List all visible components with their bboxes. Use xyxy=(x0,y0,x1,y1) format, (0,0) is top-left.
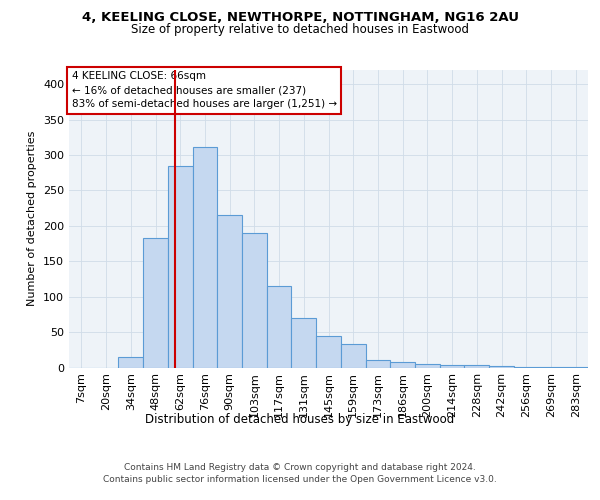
Bar xyxy=(292,318,316,368)
Bar xyxy=(563,367,588,368)
Text: Contains HM Land Registry data © Crown copyright and database right 2024.: Contains HM Land Registry data © Crown c… xyxy=(124,462,476,471)
Bar xyxy=(242,233,267,368)
Bar xyxy=(168,166,193,368)
Bar xyxy=(440,366,464,368)
Bar xyxy=(316,336,341,368)
Text: 4, KEELING CLOSE, NEWTHORPE, NOTTINGHAM, NG16 2AU: 4, KEELING CLOSE, NEWTHORPE, NOTTINGHAM,… xyxy=(82,11,518,24)
Bar xyxy=(539,367,563,368)
Bar xyxy=(390,362,415,368)
Bar xyxy=(267,286,292,368)
Bar xyxy=(193,146,217,368)
Text: 4 KEELING CLOSE: 66sqm
← 16% of detached houses are smaller (237)
83% of semi-de: 4 KEELING CLOSE: 66sqm ← 16% of detached… xyxy=(71,72,337,110)
Bar xyxy=(489,366,514,368)
Text: Size of property relative to detached houses in Eastwood: Size of property relative to detached ho… xyxy=(131,22,469,36)
Bar xyxy=(365,360,390,368)
Bar xyxy=(464,364,489,368)
Y-axis label: Number of detached properties: Number of detached properties xyxy=(28,131,37,306)
Bar xyxy=(217,215,242,368)
Bar xyxy=(514,367,539,368)
Bar xyxy=(415,364,440,368)
Bar xyxy=(118,357,143,368)
Bar xyxy=(341,344,365,368)
Text: Contains public sector information licensed under the Open Government Licence v3: Contains public sector information licen… xyxy=(103,475,497,484)
Bar xyxy=(143,238,168,368)
Text: Distribution of detached houses by size in Eastwood: Distribution of detached houses by size … xyxy=(145,412,455,426)
